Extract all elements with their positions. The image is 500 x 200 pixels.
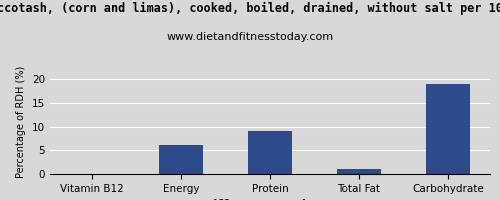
Bar	[159, 145, 204, 174]
Text: www.dietandfitnesstoday.com: www.dietandfitnesstoday.com	[166, 32, 334, 42]
Bar	[336, 169, 381, 174]
Bar	[248, 131, 292, 174]
Bar	[426, 84, 470, 174]
X-axis label: Different Nutrients: Different Nutrients	[203, 199, 337, 200]
Y-axis label: Percentage of RDH (%): Percentage of RDH (%)	[16, 66, 26, 178]
Text: ccotash, (corn and limas), cooked, boiled, drained, without salt per 10: ccotash, (corn and limas), cooked, boile…	[0, 2, 500, 15]
